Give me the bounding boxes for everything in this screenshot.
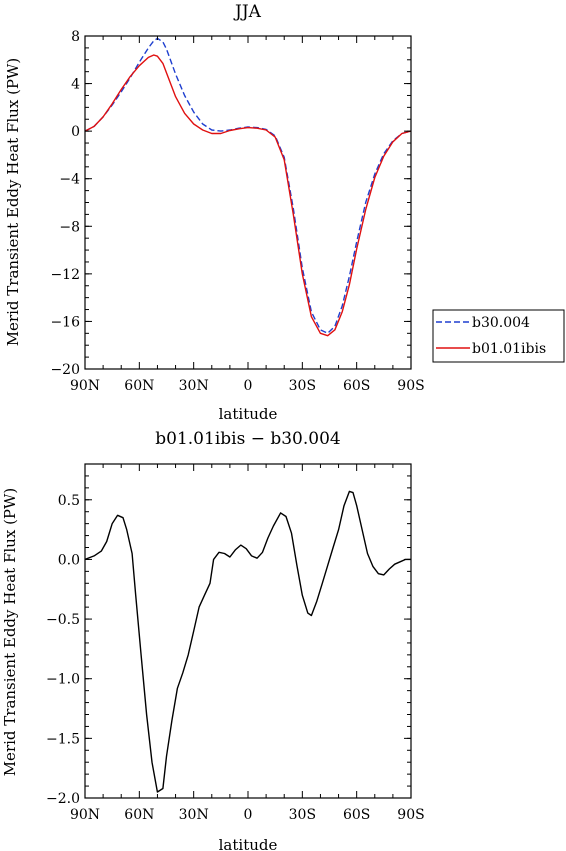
y-tick-label: −1.5 xyxy=(46,731,80,747)
x-tick-label: 0 xyxy=(244,378,253,394)
series-line-b30-004 xyxy=(84,37,412,334)
y-tick-label: −8 xyxy=(59,219,80,235)
y-tick-label: −0.5 xyxy=(46,612,80,628)
legend-label-b01-01ibis: b01.01ibis xyxy=(472,341,546,357)
panel-top-ylabel: Merid Transient Eddy Heat Flux (PW) xyxy=(4,58,22,347)
x-tick-label: 0 xyxy=(244,807,253,823)
y-tick-label: 0.0 xyxy=(58,552,80,568)
panel-top-frame xyxy=(84,35,412,370)
x-tick-label: 60N xyxy=(124,378,154,394)
x-tick-label: 30S xyxy=(289,807,316,823)
x-tick-label: 90S xyxy=(397,807,424,823)
legend-box xyxy=(432,309,565,363)
x-tick-label: 90S xyxy=(397,378,424,394)
y-tick-label: 0.5 xyxy=(58,493,80,509)
panel-bottom-frame xyxy=(84,463,412,799)
x-tick-label: 30S xyxy=(289,378,316,394)
y-tick-label: −4 xyxy=(59,172,80,188)
y-tick-label: −1.0 xyxy=(46,672,80,688)
series-line-difference xyxy=(84,490,411,793)
panel-bottom: b01.01ibis − b30.004 90N 60N 30N 0 30S 60S 90S… xyxy=(1,429,425,851)
x-tick-label: 60S xyxy=(343,378,370,394)
y-tick-label: −20 xyxy=(50,362,80,378)
x-tick-label: 30N xyxy=(179,378,209,394)
x-tick-label: 90N xyxy=(70,807,100,823)
x-tick-label: 60S xyxy=(343,807,370,823)
legend: b30.004 b01.01ibis xyxy=(432,309,565,363)
y-tick-label: −12 xyxy=(50,267,80,283)
x-tick-label: 60N xyxy=(124,807,154,823)
y-tick-label: −2.0 xyxy=(46,791,80,807)
panel-bottom-title: b01.01ibis − b30.004 xyxy=(155,429,340,449)
y-tick-label: 0 xyxy=(71,124,80,140)
legend-label-b30-004: b30.004 xyxy=(472,315,530,331)
y-tick-label: 4 xyxy=(71,77,80,93)
panel-top-xlabel: latitude xyxy=(219,405,278,423)
panel-top: JJA 90N 60N 30N 0 30S 60S 90S840−4−8−12−16−20 … xyxy=(4,2,425,423)
y-tick-label: 8 xyxy=(71,29,80,45)
x-tick-label: 30N xyxy=(179,807,209,823)
series-line-b01-01ibis xyxy=(84,54,412,337)
panel-bottom-xlabel: latitude xyxy=(219,836,278,851)
y-tick-label: −16 xyxy=(50,314,80,330)
panel-bottom-ylabel: Merid Transient Eddy Heat Flux (PW) xyxy=(1,488,19,777)
panel-top-title: JJA xyxy=(233,2,262,22)
x-tick-label: 90N xyxy=(70,378,100,394)
